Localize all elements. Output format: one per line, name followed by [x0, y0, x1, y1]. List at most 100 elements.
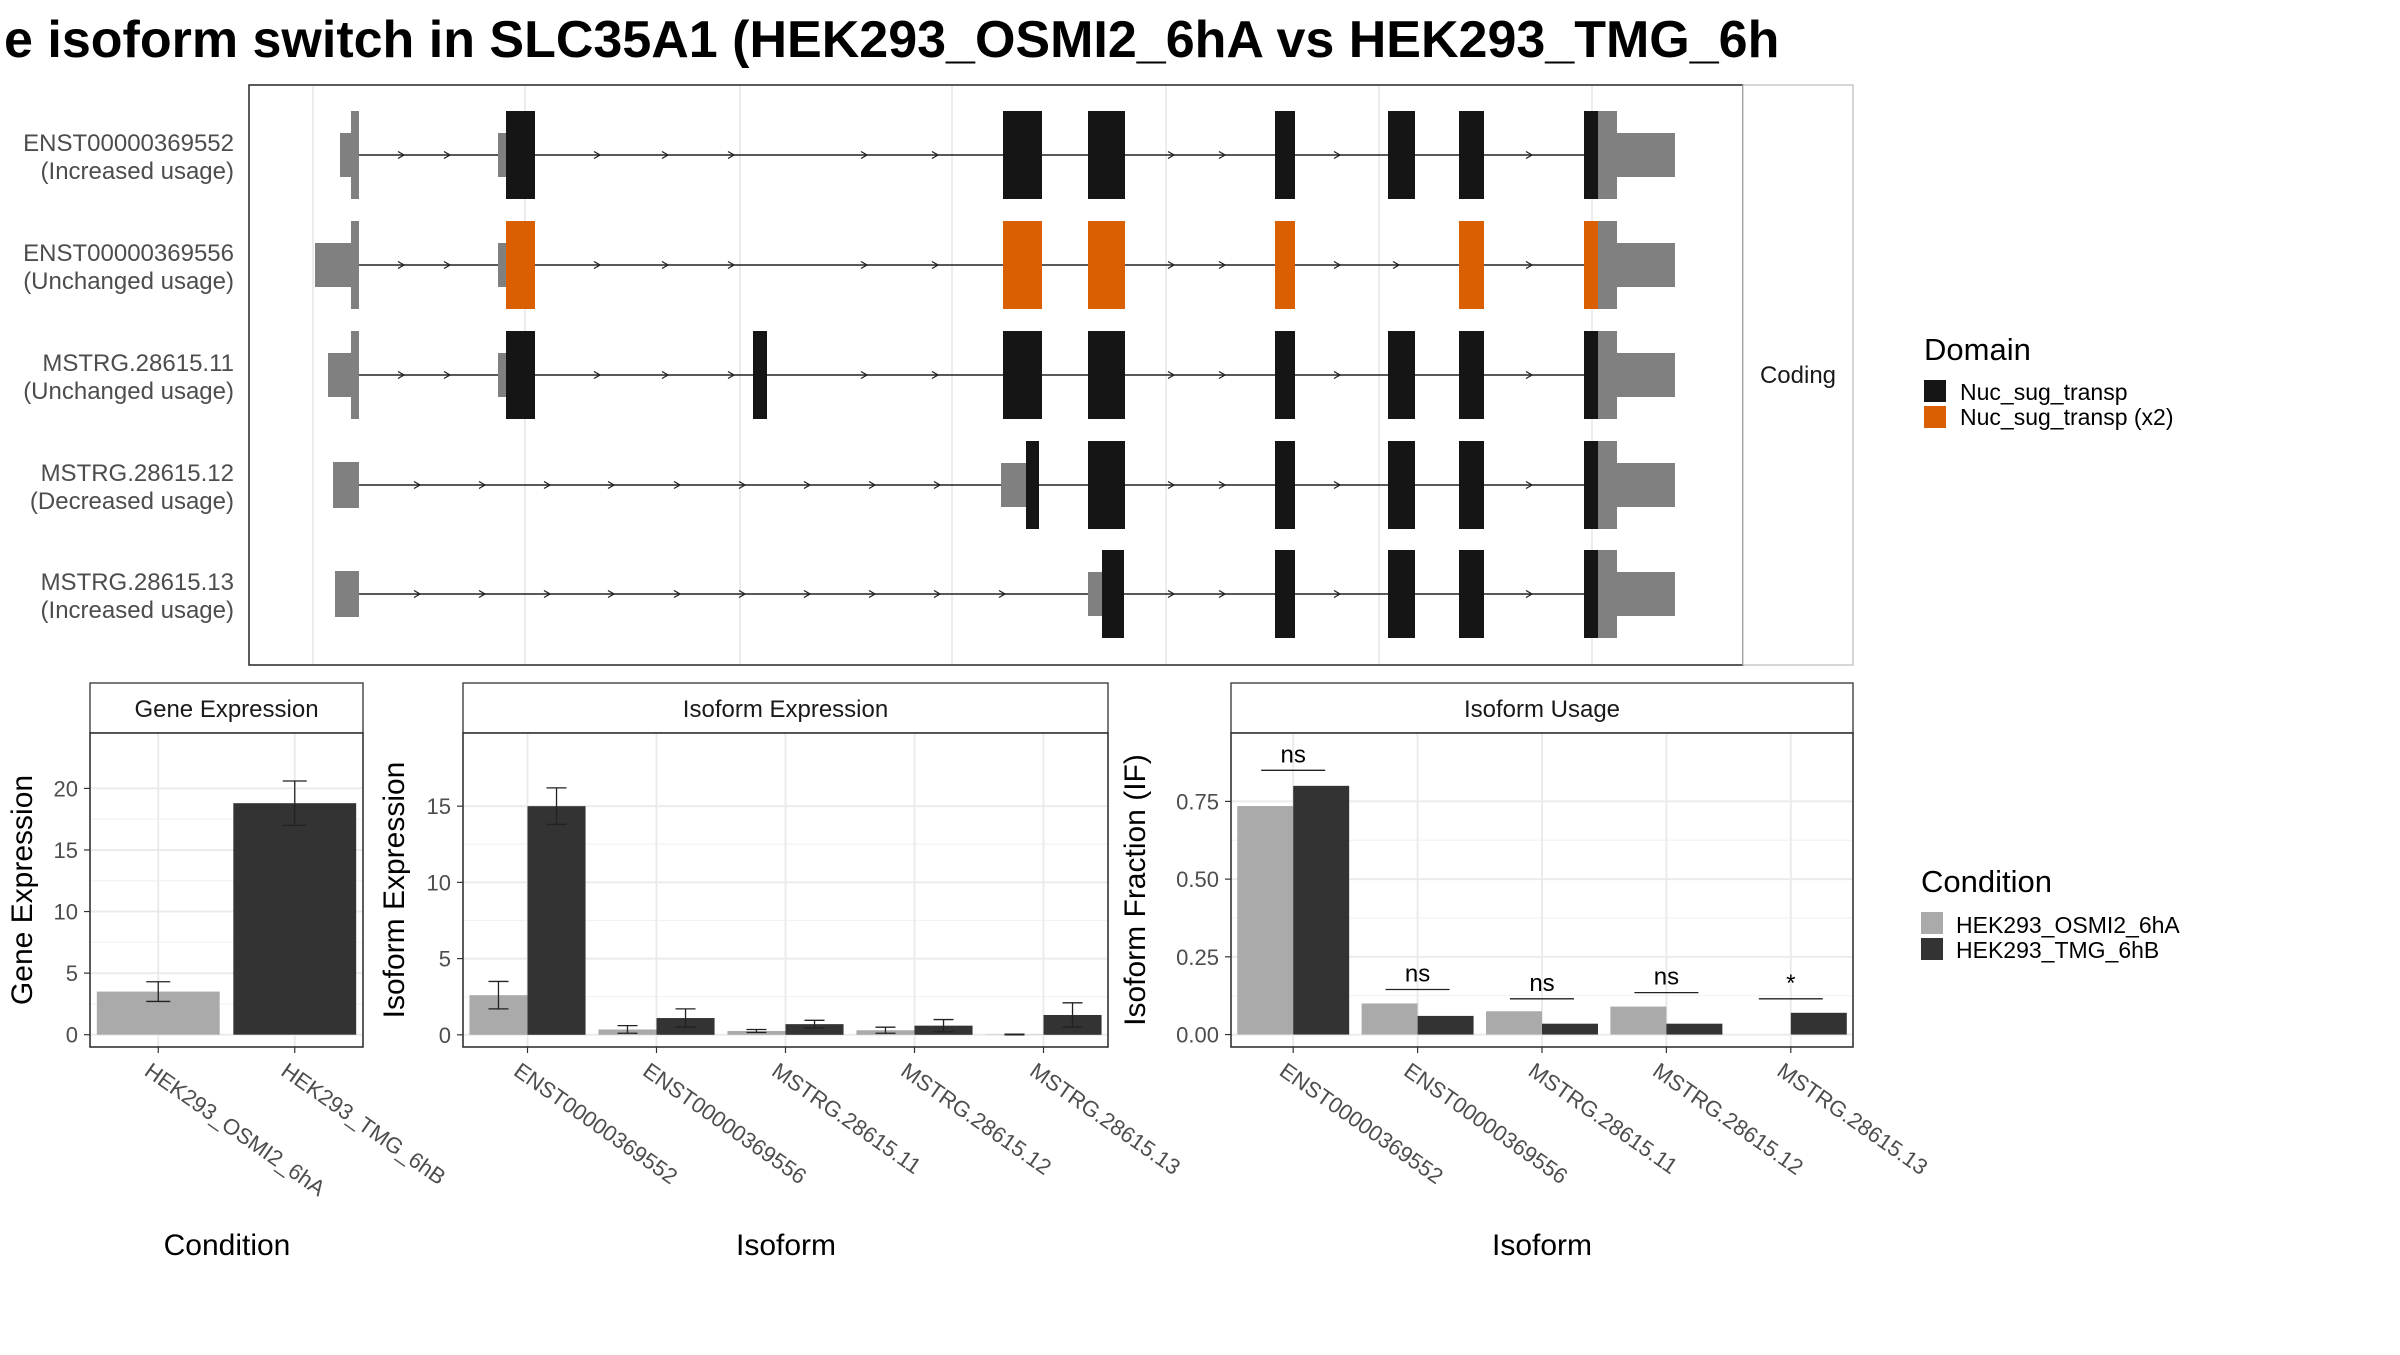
y-axis-title: Gene Expression	[6, 775, 39, 1005]
x-axis-title: Isoform	[736, 1229, 836, 1262]
exon-domain	[1088, 331, 1125, 419]
y-tick-label: 10	[54, 900, 78, 925]
domain-legend-title: Domain	[1924, 332, 2031, 367]
exon-domain	[1584, 331, 1598, 419]
y-tick-label: 0	[66, 1023, 78, 1048]
exon-domain	[1275, 331, 1295, 419]
exon-domain	[1459, 550, 1484, 638]
exon-utr	[351, 111, 359, 199]
x-axis-title: Isoform	[1492, 1229, 1592, 1262]
legend-label-condition-a: HEK293_OSMI2_6hA	[1956, 912, 2180, 938]
exon-domain	[1026, 441, 1039, 529]
y-tick-label: 20	[54, 776, 78, 801]
isoform-status-label: (Unchanged usage)	[23, 268, 234, 295]
y-tick-label: 0.25	[1176, 945, 1219, 970]
isoform-status-label: (Unchanged usage)	[23, 378, 234, 405]
significance-label: ns	[1281, 741, 1306, 768]
y-tick-label: 0	[439, 1023, 451, 1048]
bar	[1237, 806, 1293, 1035]
exon-domain	[1459, 331, 1484, 419]
y-axis-title: Isoform Expression	[378, 762, 411, 1019]
exon-domain	[1088, 441, 1125, 529]
exon-domain	[1459, 111, 1484, 199]
exon-utr	[333, 462, 359, 508]
bar	[1610, 1007, 1666, 1035]
exon-utr	[1616, 572, 1675, 616]
isoform-id-label: ENST00000369552	[23, 130, 234, 157]
exon-utr	[1616, 353, 1675, 397]
isoform-status-label: (Increased usage)	[41, 597, 234, 624]
exon-domain-x2	[1459, 221, 1484, 309]
legend-key-nuc-sug-transp	[1924, 380, 1946, 402]
bar	[1362, 1003, 1418, 1034]
isoform-id-label: ENST00000369556	[23, 240, 234, 267]
transcript-structure-panel: ENST00000369552(Increased usage)ENST0000…	[23, 85, 1853, 665]
exon-domain	[1003, 111, 1042, 199]
exon-utr	[1616, 463, 1675, 507]
isoform-id-label: MSTRG.28615.13	[41, 569, 234, 596]
legend-key-nuc-sug-transp-x2	[1924, 406, 1946, 428]
exon-utr	[351, 221, 359, 309]
exon-domain	[506, 111, 535, 199]
exon-domain-x2	[1088, 221, 1125, 309]
y-tick-label: 10	[427, 870, 451, 895]
significance-label: ns	[1654, 964, 1679, 991]
isoform-id-label: MSTRG.28615.11	[42, 350, 234, 377]
exon-domain	[1275, 441, 1295, 529]
exon-domain-x2	[1275, 221, 1295, 309]
x-axis-title: Condition	[164, 1229, 291, 1262]
panel-title: Isoform Usage	[1464, 696, 1620, 723]
bar-panels: Gene Expression05101520HEK293_OSMI2_6hAH…	[6, 683, 1932, 1262]
exon-utr	[1598, 441, 1617, 529]
exon-domain	[1388, 550, 1415, 638]
exon-utr	[1598, 331, 1617, 419]
exon-utr	[1598, 111, 1617, 199]
exon-utr	[351, 331, 359, 419]
exon-utr	[1598, 221, 1617, 309]
exon-utr	[335, 571, 359, 617]
exon-domain	[1388, 111, 1415, 199]
y-tick-label: 0.50	[1176, 867, 1219, 892]
legend-label-nuc-sug-transp: Nuc_sug_transp	[1960, 379, 2128, 405]
condition-legend-title: Condition	[1921, 864, 2052, 899]
exon-utr	[1598, 550, 1617, 638]
bar	[1293, 786, 1349, 1035]
significance-label: ns	[1405, 960, 1430, 987]
y-tick-label: 5	[439, 947, 451, 972]
isoform-status-label: (Increased usage)	[41, 158, 234, 185]
bar	[1666, 1024, 1722, 1035]
exon-domain	[506, 331, 535, 419]
exon-utr	[1616, 133, 1675, 177]
exon-domain	[1275, 111, 1295, 199]
exon-utr	[498, 133, 507, 177]
isoform-id-label: MSTRG.28615.12	[41, 460, 234, 487]
exon-domain	[1102, 550, 1124, 638]
isoform-status-label: (Decreased usage)	[30, 488, 234, 515]
panel-title: Gene Expression	[134, 696, 318, 723]
exon-domain-x2	[1003, 221, 1042, 309]
exon-domain	[1275, 550, 1295, 638]
exon-domain	[1388, 441, 1415, 529]
bar-panel-2: Isoform Expression051015ENST00000369552E…	[378, 683, 1185, 1262]
bar	[1486, 1011, 1542, 1034]
condition-legend: Condition HEK293_OSMI2_6hA HEK293_TMG_6h…	[1921, 864, 2180, 963]
bar	[1542, 1024, 1598, 1035]
exon-utr	[340, 133, 352, 177]
legend-key-condition-a	[1921, 912, 1943, 934]
exon-domain	[1388, 331, 1415, 419]
exon-domain-x2	[1584, 221, 1598, 309]
exon-utr	[498, 243, 507, 287]
bar	[233, 803, 356, 1034]
panel-title: Isoform Expression	[683, 696, 888, 723]
bar	[1418, 1016, 1474, 1035]
exon-domain	[1584, 441, 1598, 529]
legend-label-nuc-sug-transp-x2: Nuc_sug_transp (x2)	[1960, 404, 2174, 430]
exon-utr	[1001, 463, 1026, 507]
exon-utr	[1616, 243, 1675, 287]
bar	[528, 806, 586, 1035]
facet-strip-label: Coding	[1760, 362, 1836, 389]
exon-domain	[1459, 441, 1484, 529]
